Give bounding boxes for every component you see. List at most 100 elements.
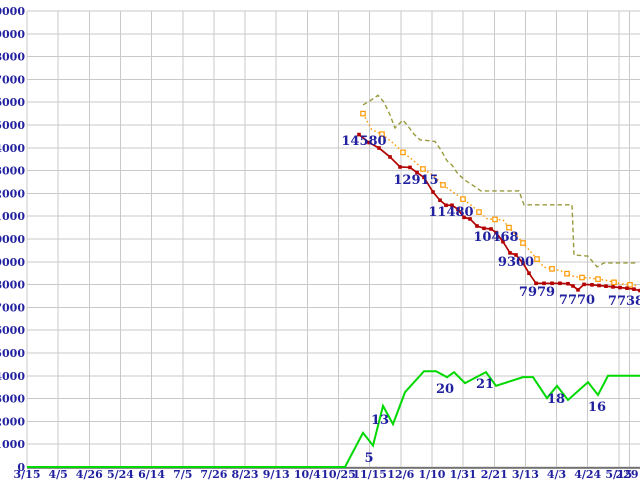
x-tick-overflow-label: 229 bbox=[616, 468, 639, 480]
y-tick-label: 9000 bbox=[0, 256, 25, 269]
marker-open-square bbox=[579, 274, 585, 281]
y-tick-label: 14000 bbox=[0, 142, 25, 155]
gridlines bbox=[26, 10, 640, 468]
y-tick-label: 16000 bbox=[0, 96, 25, 109]
x-tick-label: 1/31 bbox=[450, 468, 477, 480]
y-tick-label: 3000 bbox=[0, 393, 25, 406]
marker-filled-square bbox=[456, 207, 460, 212]
marker-filled-square bbox=[508, 251, 512, 255]
marker-filled-square bbox=[357, 132, 361, 137]
marker-open-square bbox=[506, 224, 512, 231]
y-tick-label: 15000 bbox=[0, 119, 25, 132]
x-tick-label: 9/13 bbox=[263, 468, 290, 480]
marker-filled-square bbox=[377, 146, 381, 150]
x-tick-label: 10/25 bbox=[321, 468, 356, 480]
marker-filled-square bbox=[566, 281, 570, 286]
series-max-possible-olive bbox=[362, 94, 636, 268]
marker-filled-square bbox=[590, 283, 594, 287]
marker-filled-square bbox=[542, 281, 546, 286]
data-label-7979: 7979 bbox=[519, 285, 555, 300]
y-tick-label: 10000 bbox=[0, 233, 25, 246]
marker-filled-square bbox=[604, 284, 608, 288]
x-tick-label: 8/23 bbox=[232, 468, 259, 480]
marker-filled-square bbox=[582, 282, 586, 287]
marker-filled-square bbox=[571, 284, 575, 288]
marker-filled-square bbox=[521, 261, 525, 265]
marker-filled-square bbox=[534, 281, 538, 286]
marker-filled-square bbox=[431, 190, 435, 194]
axis-tick-labels: 0 1000 2000 3000 4000 5000 6000 7000 8000 9000 100… bbox=[0, 5, 638, 480]
marker-filled-square bbox=[482, 226, 486, 231]
x-tick-label: 11/15 bbox=[352, 468, 387, 480]
series-count-green bbox=[27, 370, 640, 468]
marker-open-square bbox=[627, 282, 633, 288]
marker-open-square bbox=[400, 149, 406, 156]
data-label-12915: 12915 bbox=[393, 173, 438, 188]
marker-open-square bbox=[476, 209, 482, 215]
x-tick-label: 3/15 bbox=[14, 468, 41, 480]
x-tick-label: 2/21 bbox=[481, 468, 508, 480]
x-tick-label: 5/15 bbox=[605, 468, 632, 480]
data-label-13: 13 bbox=[371, 413, 389, 428]
marker-open-square bbox=[564, 270, 570, 277]
y-tick-label: 8000 bbox=[0, 279, 25, 292]
x-tick-label: 5/24 bbox=[107, 468, 134, 480]
series-points-red bbox=[358, 133, 640, 292]
marker-open-square bbox=[460, 196, 466, 202]
marker-open-square bbox=[549, 266, 555, 272]
x-tick-label: 10/4 bbox=[294, 468, 321, 480]
marker-filled-square bbox=[444, 203, 448, 208]
data-label-5: 5 bbox=[364, 451, 373, 466]
y-tick-label: 2000 bbox=[0, 415, 25, 428]
marker-filled-square bbox=[576, 288, 580, 292]
marker-filled-square bbox=[514, 253, 518, 257]
marker-filled-square bbox=[408, 165, 412, 170]
marker-filled-square bbox=[597, 283, 601, 288]
x-tick-label: 3/13 bbox=[512, 468, 539, 480]
data-label-9300: 9300 bbox=[498, 255, 534, 270]
marker-filled-square bbox=[450, 203, 454, 208]
data-label-14580: 14580 bbox=[341, 134, 386, 149]
marker-open-square bbox=[595, 276, 601, 282]
marker-filled-square bbox=[398, 165, 402, 169]
y-tick-label: 13000 bbox=[0, 165, 25, 178]
marker-open-square bbox=[492, 216, 498, 223]
marker-filled-square bbox=[422, 175, 426, 180]
x-tick-label: 4/5 bbox=[48, 468, 67, 480]
x-tick-label: 4/24 bbox=[574, 468, 601, 480]
y-tick-label: 6000 bbox=[0, 324, 25, 337]
y-tick-label: 0 bbox=[17, 461, 25, 474]
marker-open-square bbox=[420, 166, 426, 172]
x-tick-label: 6/14 bbox=[138, 468, 165, 480]
x-tick-label: 4/26 bbox=[76, 468, 103, 480]
marker-filled-square bbox=[438, 198, 442, 203]
y-tick-label: 18000 bbox=[0, 51, 25, 64]
marker-filled-square bbox=[494, 230, 498, 235]
marker-filled-square bbox=[638, 288, 640, 293]
data-label-11480: 11480 bbox=[428, 205, 473, 220]
marker-filled-square bbox=[558, 281, 562, 286]
y-tick-label: 19000 bbox=[0, 28, 25, 41]
x-tick-label: 4/3 bbox=[547, 468, 566, 480]
y-tick-label: 4000 bbox=[0, 370, 25, 383]
marker-filled-square bbox=[475, 224, 479, 228]
marker-open-square bbox=[379, 131, 385, 137]
marker-filled-square bbox=[632, 287, 636, 291]
data-label-18: 18 bbox=[547, 392, 565, 407]
marker-filled-square bbox=[625, 286, 629, 291]
y-tick-label: 20000 bbox=[0, 5, 25, 18]
data-label-16: 16 bbox=[588, 400, 606, 415]
marker-filled-square bbox=[489, 227, 493, 231]
marker-filled-square bbox=[462, 215, 466, 220]
marker-filled-square bbox=[468, 217, 472, 221]
marker-open-square bbox=[611, 279, 617, 286]
data-label-7738: 7738 bbox=[608, 294, 640, 309]
marker-filled-square bbox=[388, 155, 392, 159]
y-tick-label: 5000 bbox=[0, 347, 25, 360]
data-label-20: 20 bbox=[436, 382, 454, 397]
marker-open-square bbox=[360, 110, 366, 117]
y-tick-label: 11000 bbox=[0, 210, 25, 223]
x-tick-label: 7/5 bbox=[173, 468, 192, 480]
